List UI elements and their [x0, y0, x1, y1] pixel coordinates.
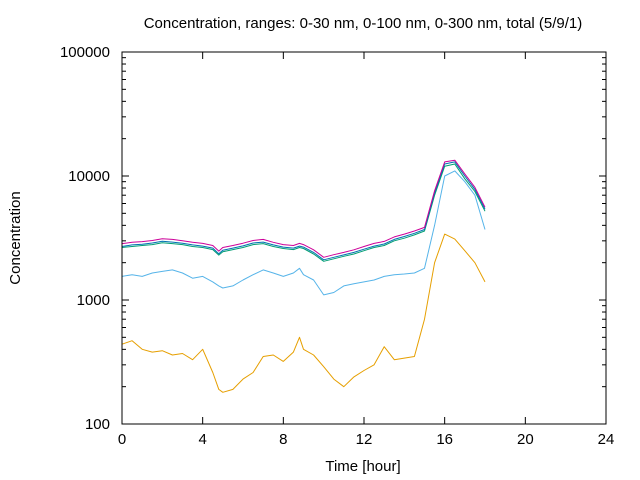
y-tick-label: 10000: [68, 168, 110, 185]
chart-title: Concentration, ranges: 0-30 nm, 0-100 nm…: [144, 15, 583, 32]
series-group: [121, 159, 486, 393]
y-tick-label: 100000: [60, 44, 110, 61]
x-tick-label: 4: [198, 431, 206, 448]
axis-ticks: 0 4 8 12 16 20 24 100 1000 10000 100000: [60, 44, 614, 448]
x-tick-label: 8: [279, 431, 287, 448]
y-axis-label: Concentration: [7, 191, 24, 284]
series-line-1: [121, 233, 486, 393]
x-tick-label: 20: [517, 431, 534, 448]
x-tick-label: 24: [598, 431, 615, 448]
series-line-3: [121, 163, 486, 262]
series-line-2: [121, 170, 486, 296]
x-tick-label: 0: [118, 431, 126, 448]
x-axis-label: Time [hour]: [325, 458, 400, 475]
series-line-4: [121, 161, 486, 261]
x-tick-label: 16: [436, 431, 453, 448]
series-line-5: [121, 159, 486, 258]
plot-frame: [121, 51, 607, 425]
y-tick-label: 1000: [77, 292, 110, 309]
y-tick-label: 100: [85, 416, 110, 433]
x-tick-label: 12: [356, 431, 373, 448]
